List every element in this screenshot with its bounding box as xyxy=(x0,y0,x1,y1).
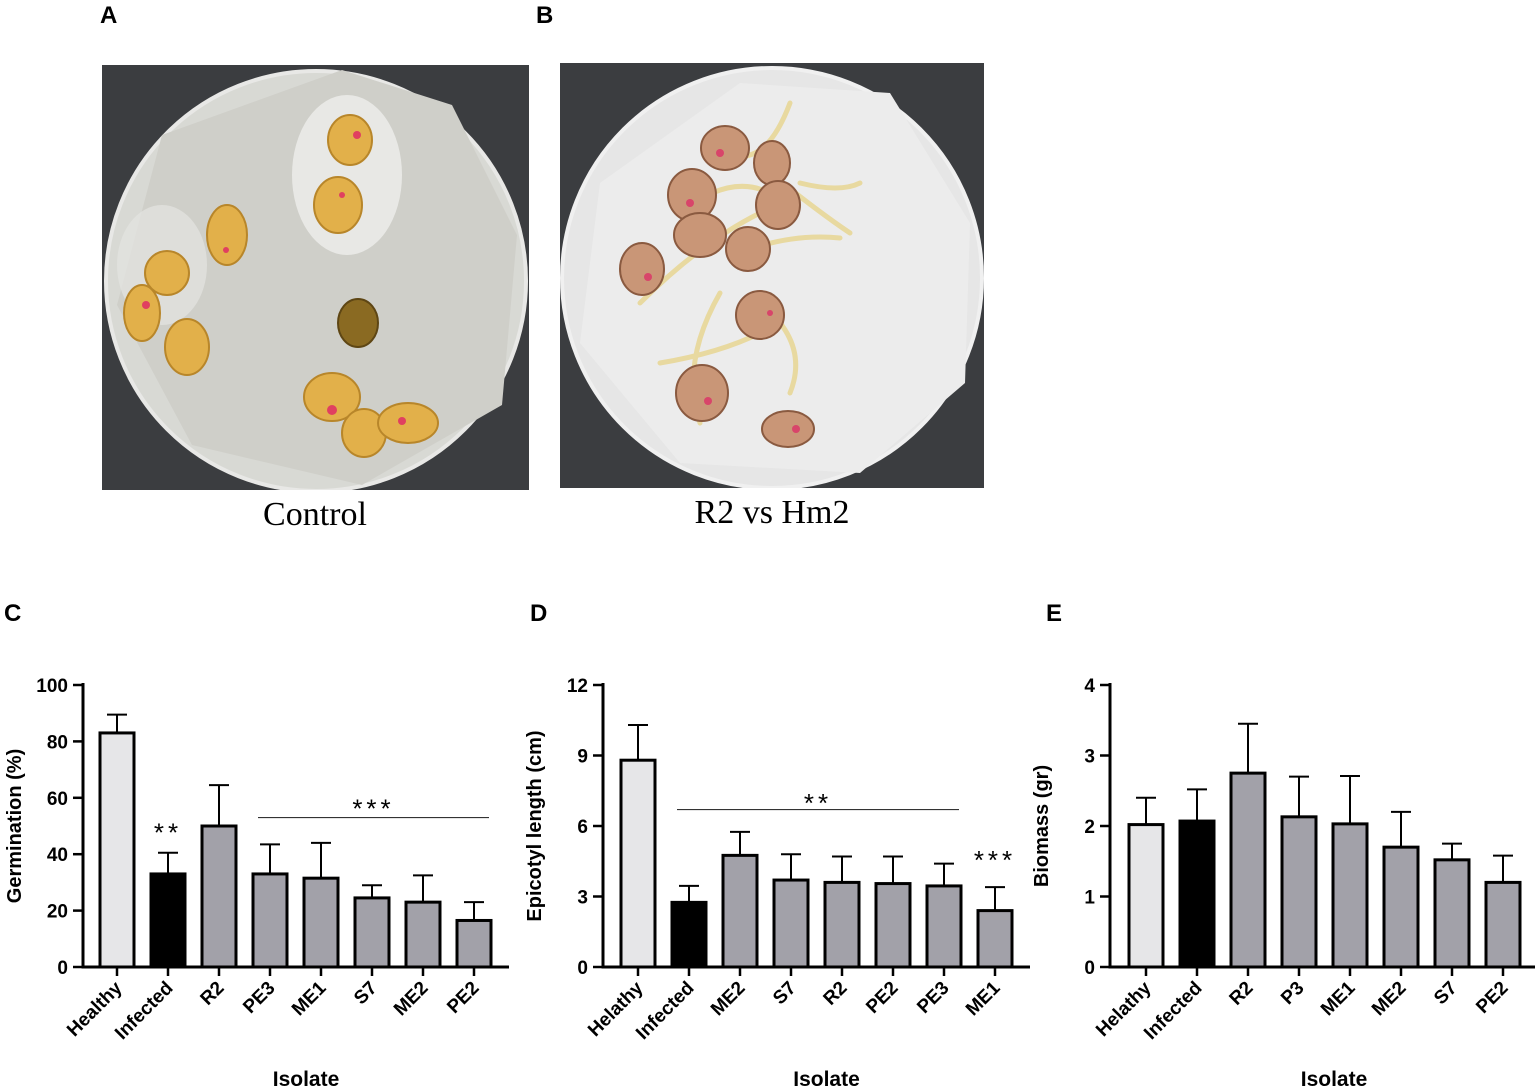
x-tick-label: P3 xyxy=(1277,978,1308,1009)
x-tick-label: R2 xyxy=(1226,978,1258,1010)
y-tick-label: 80 xyxy=(47,732,68,753)
panel-label-e: E xyxy=(1046,600,1063,627)
panel-label-c: C xyxy=(4,600,22,627)
bar-infected xyxy=(149,872,187,969)
y-tick-label: 2 xyxy=(1084,817,1095,838)
x-tick-label: S7 xyxy=(1430,978,1461,1009)
x-tick-label: PE2 xyxy=(862,978,902,1018)
significance-label: *** xyxy=(352,793,394,823)
x-tick-label: PE3 xyxy=(913,978,953,1018)
control-dish-illustration xyxy=(102,65,529,490)
x-axis-title: Isolate xyxy=(1301,1068,1368,1087)
bar-me2 xyxy=(721,853,759,969)
x-tick-label: R2 xyxy=(820,978,852,1010)
x-tick-label: ME2 xyxy=(707,978,749,1020)
bar-pe2 xyxy=(874,882,912,969)
treated-dish-illustration xyxy=(560,63,984,488)
x-tick-label: S7 xyxy=(350,978,381,1009)
x-tick-label: ME2 xyxy=(390,978,432,1020)
y-tick-label: 3 xyxy=(577,888,588,909)
bar-pe3 xyxy=(925,884,963,969)
x-axis-title: Isolate xyxy=(793,1068,860,1087)
panel-label-d: D xyxy=(530,600,548,627)
bar-r2 xyxy=(1229,771,1267,969)
y-axis-title: Germination (%) xyxy=(4,749,26,903)
y-tick-label: 0 xyxy=(57,958,68,979)
bar-me2 xyxy=(1382,845,1420,969)
bar-pe3 xyxy=(251,872,289,969)
bar-p3 xyxy=(1280,815,1318,969)
y-tick-label: 20 xyxy=(47,902,68,923)
bar-healthy xyxy=(98,731,136,969)
y-tick-label: 12 xyxy=(567,676,588,697)
y-tick-label: 9 xyxy=(577,747,588,768)
bar-me1 xyxy=(302,876,340,969)
control-petri-dish-photo xyxy=(102,65,529,490)
x-tick-label: R2 xyxy=(197,978,229,1010)
bar-pe2 xyxy=(455,918,493,969)
x-tick-label: ME1 xyxy=(962,977,1005,1020)
y-axis-title: Epicotyl length (cm) xyxy=(524,730,546,921)
x-tick-label: S7 xyxy=(769,978,800,1009)
bar-s7 xyxy=(353,896,391,969)
bar-r2 xyxy=(823,880,861,969)
y-tick-label: 6 xyxy=(577,817,588,838)
x-tick-label: ME1 xyxy=(288,977,331,1020)
bar-me2 xyxy=(404,900,442,969)
y-tick-label: 1 xyxy=(1084,888,1095,909)
treated-petri-dish-photo xyxy=(560,63,984,488)
y-tick-label: 0 xyxy=(577,958,588,979)
panel-label-a: A xyxy=(100,2,118,29)
y-tick-label: 100 xyxy=(36,676,68,697)
y-tick-label: 60 xyxy=(47,789,68,810)
x-tick-label: PE2 xyxy=(443,978,483,1018)
bar-me1 xyxy=(976,909,1014,969)
y-tick-label: 4 xyxy=(1084,676,1095,697)
x-axis-title: Isolate xyxy=(273,1068,340,1087)
x-tick-label: ME1 xyxy=(1317,977,1360,1020)
bar-helathy xyxy=(1127,823,1165,969)
bar-pe2 xyxy=(1484,880,1522,969)
y-tick-label: 40 xyxy=(47,845,68,866)
significance-label: *** xyxy=(974,845,1016,875)
bar-s7 xyxy=(772,878,810,969)
y-tick-label: 0 xyxy=(1084,958,1095,979)
x-tick-label: PE3 xyxy=(239,978,279,1018)
bar-infected xyxy=(1178,819,1216,969)
x-tick-label: PE2 xyxy=(1472,978,1512,1018)
y-axis-title: Biomass (gr) xyxy=(1031,765,1053,887)
bar-helathy xyxy=(619,758,657,969)
bar-infected xyxy=(670,900,708,969)
significance-label: ** xyxy=(154,818,182,848)
x-tick-label: ME2 xyxy=(1368,978,1410,1020)
y-tick-label: 3 xyxy=(1084,747,1095,768)
bar-me1 xyxy=(1331,822,1369,969)
significance-label: ** xyxy=(804,788,832,818)
bar-r2 xyxy=(200,824,238,969)
bar-s7 xyxy=(1433,858,1471,969)
caption-control: Control xyxy=(263,496,367,533)
panel-label-b: B xyxy=(536,2,554,29)
caption-r2-vs-hm2: R2 vs Hm2 xyxy=(694,494,850,531)
